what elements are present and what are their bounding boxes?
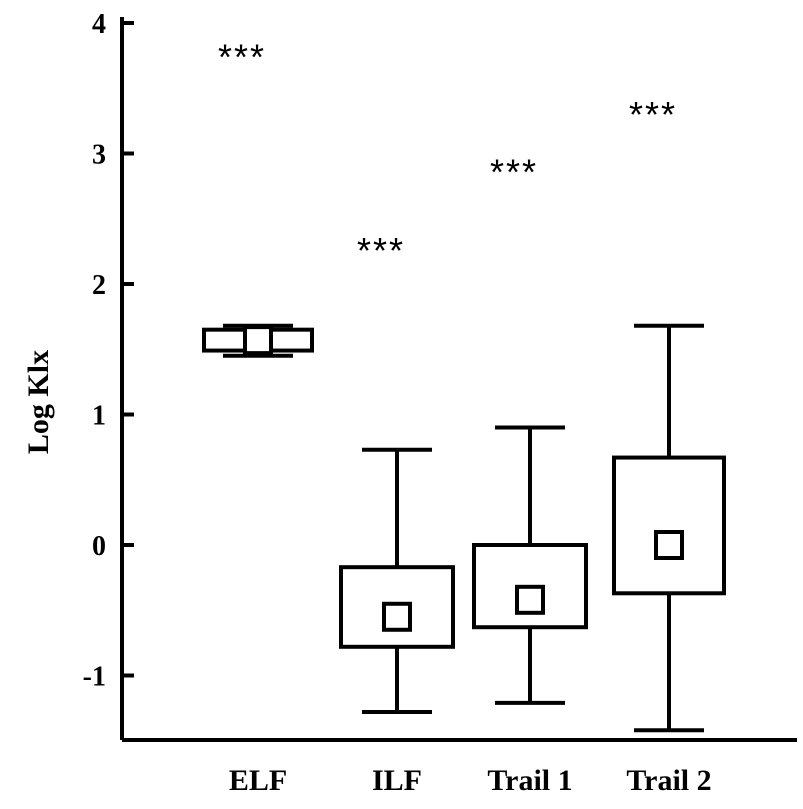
y-tick-label: -1 [83,662,106,693]
y-axis-title: Log Klx [22,350,55,454]
significance-label: *** [490,152,538,193]
axes [120,17,797,742]
category-label: ILF [372,764,422,797]
category-label: Trail 2 [626,764,711,797]
y-tick-label: 0 [92,531,106,562]
median-marker [382,601,412,632]
y-ticks: -1 0 1 2 3 4 [83,9,134,693]
category-label: Trail 1 [487,764,572,797]
median-marker [654,530,684,560]
median-marker [243,325,273,356]
box-rect [612,455,726,596]
significance-label: *** [218,37,266,78]
y-tick-label: 2 [92,270,106,301]
box-trail-2: *** [612,94,726,733]
y-tick-label: 3 [92,140,106,171]
category-labels: ELF ILF Trail 1 Trail 2 [229,764,712,797]
significance-label: *** [357,230,405,271]
median-marker [515,584,545,615]
significance-label: *** [629,94,677,135]
boxes: *** *** *** *** [202,37,726,733]
y-tick-label: 1 [92,401,106,432]
box-ilf: *** [339,230,455,715]
box-elf: *** [202,37,314,358]
box-rect [339,565,455,649]
y-tick-label: 4 [92,9,106,40]
box-trail-1: *** [472,152,588,705]
category-label: ELF [229,764,287,797]
